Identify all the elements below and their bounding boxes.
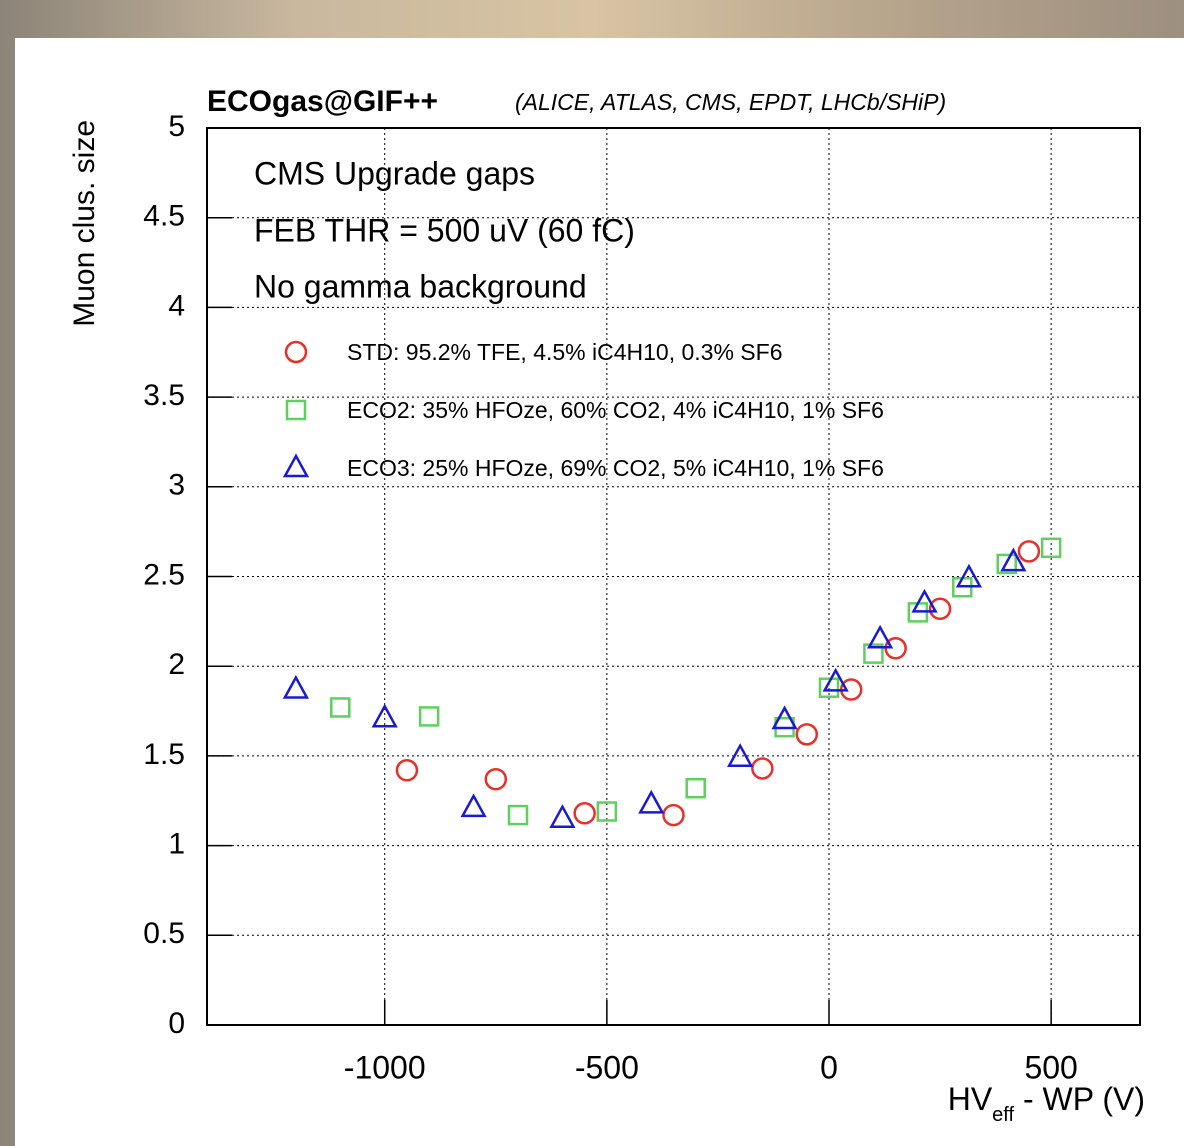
data-point [573,802,596,825]
data-point [996,553,1017,575]
y-tick-label: 0.5 [143,917,185,950]
y-tick-label: 1.5 [143,738,185,771]
y-tick-label: 2 [168,648,185,681]
x-label-main: HV [948,1081,993,1117]
x-label-sub: eff [992,1104,1014,1126]
data-point [1040,537,1062,559]
y-axis-label: Muon clus. size [68,120,101,327]
y-tick-label: 1 [168,828,185,861]
data-point [484,767,508,791]
y-tick-label: 5 [168,110,185,143]
x-tick-label: -500 [575,1049,639,1085]
data-point [751,757,774,780]
data-point [395,759,419,782]
y-tick-label: 2.5 [143,558,185,591]
data-point [282,674,309,699]
y-tick-label: 0 [168,1007,185,1040]
data-point [662,803,685,827]
chart-title: ECOgas@GIF++ [207,85,438,118]
legend-marker [284,340,308,364]
y-tick-label: 4.5 [143,200,185,233]
data-point [822,667,849,692]
annotation: No gamma background [254,268,587,304]
data-point [928,597,952,621]
chart-subtitle: (ALICE, ATLAS, CMS, EPDT, LHCb/SHiP) [515,89,946,115]
data-point [818,677,840,698]
data-point [727,743,754,767]
data-point [418,706,440,727]
data-point [1017,540,1041,563]
plot-frame [206,127,1141,1026]
annotation: FEB THR = 500 uV (60 fC) [254,212,635,248]
x-tick-label: -1000 [344,1049,426,1085]
annotation: CMS Upgrade gaps [254,155,535,191]
data-point [685,777,706,799]
data-point [911,588,938,613]
plot-panel [15,38,1184,1146]
data-point [1000,547,1027,572]
y-tick-label: 4 [168,289,185,322]
data-point [638,789,665,814]
data-point [955,563,983,588]
legend-marker [282,453,310,478]
data-point [549,804,576,828]
legend-label: STD: 95.2% TFE, 4.5% iC4H10, 0.3% SF6 [347,339,782,365]
y-tick-label: 3 [168,469,185,502]
x-label-rest: - WP (V) [1014,1081,1145,1117]
data-point [866,624,894,649]
legend-label: ECO3: 25% HFOze, 69% CO2, 5% iC4H10, 1% … [347,455,884,481]
x-axis-label: HVeff - WP (V) [948,1081,1145,1126]
data-point [771,705,798,730]
legend-label: ECO2: 35% HFOze, 60% CO2, 4% iC4H10, 1% … [347,397,884,423]
x-tick-label: 0 [820,1049,838,1085]
y-tick-label: 3.5 [143,379,185,412]
data-point [795,723,819,746]
data-point [460,793,487,818]
data-point [596,801,618,822]
data-point [507,804,529,826]
legend-marker [285,399,307,421]
data-point [371,703,398,728]
data-point [863,643,884,664]
x-tick-label: 500 [1024,1049,1077,1085]
data-point [330,697,351,718]
